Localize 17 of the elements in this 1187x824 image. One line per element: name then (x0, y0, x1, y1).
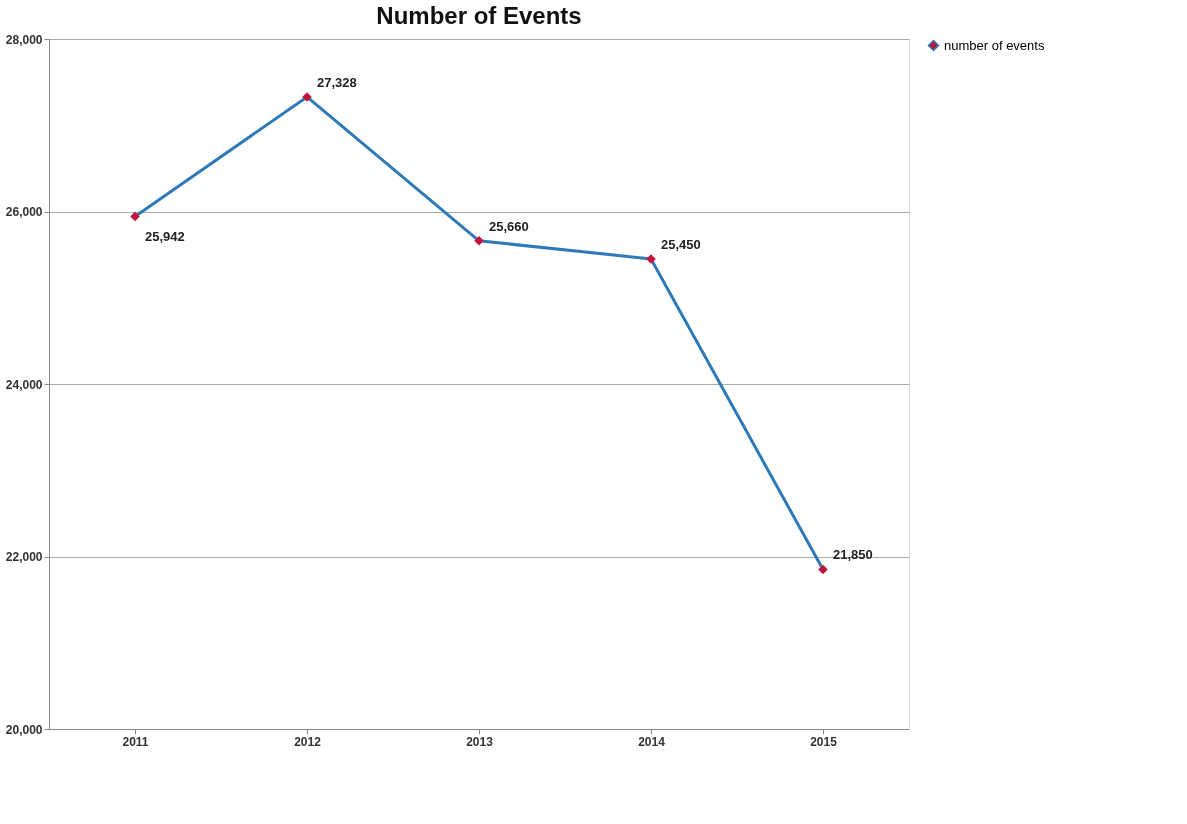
data-label: 25,660 (489, 218, 529, 234)
data-label: 21,850 (833, 547, 873, 563)
x-tick-label: 2011 (122, 734, 149, 749)
legend-label: number of events (944, 37, 1045, 53)
data-label: 27,328 (317, 74, 357, 90)
y-tick-label: 24,000 (5, 377, 43, 392)
y-tick-label: 20,000 (5, 722, 43, 737)
x-tick-label: 2015 (810, 734, 838, 749)
x-tick-label: 2012 (294, 734, 322, 749)
x-tick-label: 2014 (638, 734, 666, 749)
y-tick-label: 26,000 (5, 205, 43, 219)
data-label: 25,450 (661, 236, 701, 252)
y-tick-label: 28,000 (5, 32, 43, 47)
chart-title: Number of Events (376, 2, 582, 29)
y-tick-label: 22,000 (5, 550, 43, 564)
data-label: 25,942 (145, 228, 185, 244)
x-tick-label: 2013 (466, 734, 494, 749)
